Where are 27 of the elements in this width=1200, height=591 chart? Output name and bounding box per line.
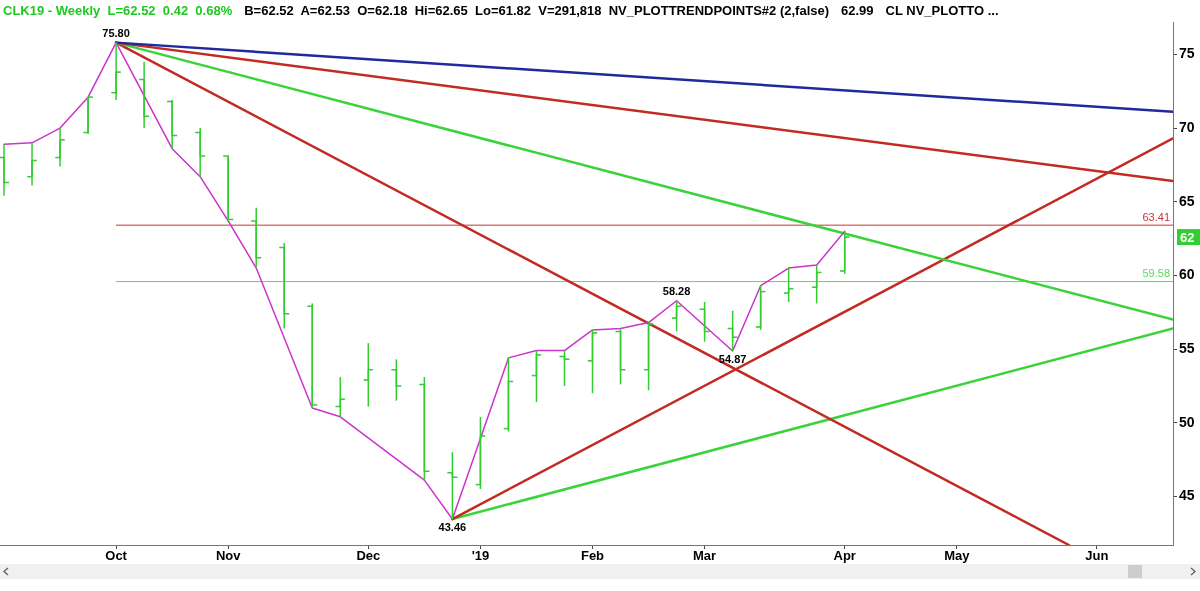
x-tick-label: Jun: [1085, 548, 1109, 564]
x-tick-label: Apr: [833, 548, 856, 564]
text: CL NV_PLOTTO ...: [885, 2, 999, 20]
y-tick-label: 75: [1179, 45, 1195, 62]
x-tick-label: '19: [471, 548, 490, 564]
annotation: 54.87: [718, 352, 747, 365]
x-tick-label: Nov: [215, 548, 242, 564]
y-tick-label: 50: [1179, 413, 1195, 430]
y-tick-label: 60: [1179, 266, 1195, 283]
chart-subtitle: B=62.52 A=62.53 O=62.18 Hi=62.65 Lo=61.82 V=291,818 NV_PLOTTRENDPOINTS#2 (2,false): [244, 2, 830, 20]
y-tick-label: 65: [1179, 192, 1195, 209]
data-label: 63.41: [1142, 210, 1170, 223]
x-tick-label: Oct: [105, 548, 128, 564]
y-tick-label: 45: [1179, 487, 1195, 504]
text: 62: [1180, 229, 1195, 245]
annotation: 75.80: [102, 27, 130, 40]
x-tick-label: May: [944, 548, 971, 564]
x-tick-label: Mar: [693, 548, 717, 564]
data-label: 59.58: [1142, 267, 1170, 280]
y-tick-label: 55: [1179, 339, 1195, 356]
x-tick-label: Dec: [356, 548, 381, 564]
text: 62.99: [841, 2, 874, 20]
x-tick-label: Feb: [580, 548, 605, 564]
annotation: 43.46: [438, 520, 467, 533]
annotation: 58.28: [662, 285, 691, 298]
y-tick-label: 70: [1179, 118, 1195, 135]
chart-title: CLK19 - Weekly L=62.52 0.42 0.68%: [3, 2, 233, 20]
